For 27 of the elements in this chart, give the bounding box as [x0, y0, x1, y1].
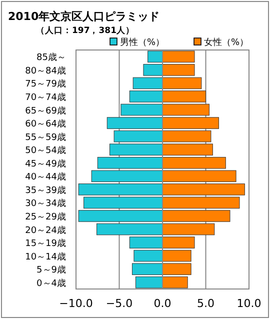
- legend-label: 男性（%）: [120, 37, 165, 48]
- y-tick-label: 30～34歳: [25, 198, 66, 210]
- y-tick-label: 35～39歳: [25, 184, 66, 196]
- y-tick-label: 10～14歳: [25, 251, 66, 262]
- y-tick-label: 70～74歳: [25, 92, 66, 103]
- y-tick-label: 80～84歳: [25, 65, 66, 76]
- y-tick-label: 60～64歳: [25, 118, 66, 130]
- chart-title: 2010年文京区人口ピラミッド: [8, 10, 160, 23]
- y-tick-label: 55～59歳: [25, 132, 66, 143]
- y-tick-label: 25～29歳: [25, 211, 66, 222]
- y-tick-label: 40～44歳: [25, 172, 66, 183]
- x-tick-label: 10.0: [236, 297, 262, 310]
- y-tick-label: 5～9歳: [36, 264, 66, 276]
- x-tick-label: 0.0: [154, 297, 172, 310]
- y-tick-label: 65～69歳: [25, 105, 66, 116]
- x-tick-label: −5.0: [106, 297, 133, 310]
- chart-subtitle: （人口：197，381人）: [36, 25, 134, 36]
- y-tick-label: 15～19歳: [25, 238, 66, 250]
- y-tick-label: 85歳～: [36, 52, 66, 64]
- y-tick-label: 0～4歳: [36, 278, 66, 289]
- y-tick-label: 50～54歳: [25, 145, 66, 156]
- x-tick-label: 5.0: [197, 297, 214, 310]
- y-tick-label: 45～49歳: [25, 158, 66, 170]
- legend-label: 女性（%）: [204, 37, 249, 48]
- y-tick-label: 75～79歳: [25, 78, 66, 90]
- x-tick-label: −10.0: [59, 297, 93, 310]
- y-tick-label: 20～24歳: [25, 224, 66, 236]
